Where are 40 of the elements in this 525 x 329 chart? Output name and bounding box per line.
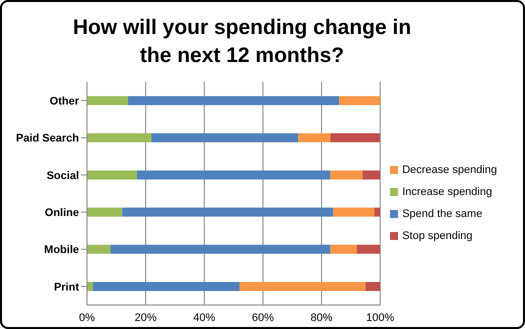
bar — [339, 96, 380, 106]
y-tick-label: Print — [54, 281, 80, 294]
x-tick-label: 100% — [366, 312, 394, 324]
legend-label: Stop spending — [402, 230, 473, 242]
chart-title: How will your spending change in the next 12 months? — [72, 15, 412, 69]
legend-label: Increase spending — [402, 186, 492, 198]
y-tick-label: Paid Search — [16, 132, 80, 145]
bar — [374, 208, 380, 217]
y-tick-label: Online — [44, 206, 79, 219]
x-tick-label: 60% — [252, 312, 274, 324]
bar — [92, 282, 240, 291]
x-tick-label: 0% — [79, 312, 96, 324]
x-tick-label: 20% — [134, 312, 157, 324]
x-tick-label: 40% — [193, 312, 216, 324]
bar — [362, 170, 380, 180]
y-tick-label: Other — [50, 95, 80, 108]
bar — [128, 96, 340, 106]
y-tick-label: Social — [46, 170, 79, 182]
bar — [87, 96, 128, 106]
bar — [110, 244, 330, 254]
bar — [87, 244, 110, 254]
bar — [87, 170, 137, 180]
bar — [122, 208, 334, 217]
legend-label: Decrease spending — [402, 164, 497, 176]
legend-label: Spend the same — [402, 208, 482, 220]
bar — [87, 282, 93, 291]
bar — [87, 208, 122, 217]
bar — [298, 133, 330, 142]
bar — [356, 244, 380, 254]
bar — [239, 282, 366, 291]
bar — [87, 133, 152, 142]
x-tick-label: 80% — [310, 312, 333, 324]
bar — [330, 133, 380, 142]
bar — [330, 170, 363, 180]
bar — [136, 170, 330, 180]
y-tick-label: Mobile — [44, 244, 79, 256]
bar — [333, 208, 374, 217]
bar — [330, 244, 357, 254]
bar — [152, 133, 298, 142]
bar — [366, 282, 380, 291]
